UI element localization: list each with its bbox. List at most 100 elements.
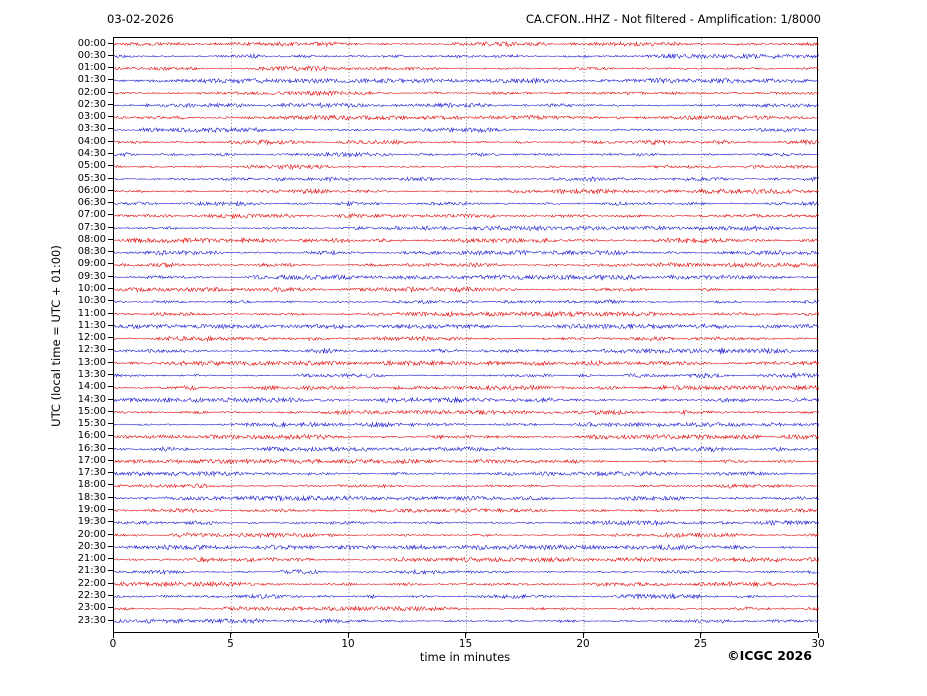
row-label-05:30: 05:30 xyxy=(77,172,106,184)
row-label-09:30: 09:30 xyxy=(77,270,106,282)
row-label-15:30: 15:30 xyxy=(77,418,106,430)
date-title: 03-02-2026 xyxy=(107,12,174,26)
row-label-09:00: 09:00 xyxy=(77,258,106,270)
y-tick-mark xyxy=(108,435,113,437)
y-tick-mark xyxy=(108,128,113,130)
y-tick-mark xyxy=(108,386,113,388)
y-tick-mark xyxy=(108,373,113,375)
row-label-14:30: 14:30 xyxy=(77,393,106,405)
row-label-01:30: 01:30 xyxy=(77,74,106,86)
y-tick-mark xyxy=(108,496,113,498)
x-tick-label-5: 5 xyxy=(227,638,234,650)
y-tick-mark xyxy=(108,202,113,204)
row-label-16:30: 16:30 xyxy=(77,442,106,454)
row-label-02:30: 02:30 xyxy=(77,98,106,110)
x-tick-mark xyxy=(817,633,819,638)
y-tick-mark xyxy=(108,263,113,265)
y-tick-mark xyxy=(108,545,113,547)
y-tick-mark xyxy=(108,312,113,314)
y-tick-mark xyxy=(108,42,113,44)
row-label-21:00: 21:00 xyxy=(77,553,106,565)
y-tick-mark xyxy=(108,54,113,56)
x-tick-mark xyxy=(347,633,349,638)
y-tick-mark xyxy=(108,472,113,474)
x-axis-label: time in minutes xyxy=(419,650,511,664)
y-tick-mark xyxy=(108,337,113,339)
row-label-00:00: 00:00 xyxy=(77,37,106,49)
row-label-19:30: 19:30 xyxy=(77,516,106,528)
x-tick-mark xyxy=(230,633,231,638)
row-label-23:00: 23:00 xyxy=(77,602,106,614)
y-tick-mark xyxy=(108,79,113,81)
y-tick-mark xyxy=(108,447,113,449)
y-tick-mark xyxy=(108,91,113,93)
y-tick-mark xyxy=(108,361,113,363)
row-label-22:00: 22:00 xyxy=(77,577,106,589)
row-label-03:30: 03:30 xyxy=(77,123,106,135)
y-tick-mark xyxy=(108,275,113,277)
row-label-06:00: 06:00 xyxy=(77,184,106,196)
y-tick-mark xyxy=(108,423,113,425)
row-label-02:00: 02:00 xyxy=(77,86,106,98)
row-label-01:00: 01:00 xyxy=(77,62,106,74)
row-label-14:00: 14:00 xyxy=(77,381,106,393)
y-tick-mark xyxy=(108,67,113,69)
x-tick-mark xyxy=(465,633,466,638)
row-label-12:00: 12:00 xyxy=(77,332,106,344)
row-label-13:00: 13:00 xyxy=(77,356,106,368)
row-label-05:00: 05:00 xyxy=(77,160,106,172)
y-tick-mark xyxy=(108,251,113,253)
y-tick-mark xyxy=(108,226,113,228)
row-label-18:30: 18:30 xyxy=(77,491,106,503)
x-tick-label-25: 25 xyxy=(693,638,708,650)
y-tick-mark xyxy=(108,116,113,118)
y-tick-mark xyxy=(108,189,113,191)
y-tick-mark xyxy=(108,324,113,326)
row-label-21:30: 21:30 xyxy=(77,565,106,577)
y-tick-mark xyxy=(108,607,113,609)
row-label-18:00: 18:00 xyxy=(77,479,106,491)
row-label-08:00: 08:00 xyxy=(77,233,106,245)
y-tick-mark xyxy=(108,214,113,216)
y-tick-mark xyxy=(108,582,113,584)
y-tick-mark xyxy=(108,288,113,290)
plot-title: CA.CFON..HHZ - Not filtered - Amplificat… xyxy=(525,12,821,26)
x-tick-label-0: 0 xyxy=(109,638,117,650)
row-label-10:30: 10:30 xyxy=(77,295,106,307)
row-label-20:00: 20:00 xyxy=(77,528,106,540)
y-tick-mark xyxy=(108,570,113,572)
y-tick-mark xyxy=(108,398,113,400)
y-tick-mark xyxy=(108,152,113,154)
y-tick-mark xyxy=(108,140,113,142)
x-tick-label-30: 30 xyxy=(811,638,825,650)
row-label-15:00: 15:00 xyxy=(77,405,106,417)
row-label-12:30: 12:30 xyxy=(77,344,106,356)
row-label-17:30: 17:30 xyxy=(77,467,106,479)
copyright-text: ©ICGC 2026 xyxy=(727,648,812,663)
row-label-22:30: 22:30 xyxy=(77,589,106,601)
x-tick-mark xyxy=(700,633,701,638)
y-tick-mark xyxy=(108,509,113,511)
x-tick-label-10: 10 xyxy=(341,638,355,650)
row-label-06:30: 06:30 xyxy=(77,197,106,209)
y-tick-mark xyxy=(108,459,113,461)
y-tick-mark xyxy=(108,558,113,560)
y-tick-mark xyxy=(108,484,113,486)
row-label-00:30: 00:30 xyxy=(77,49,106,61)
row-label-11:30: 11:30 xyxy=(77,319,106,331)
row-label-08:30: 08:30 xyxy=(77,246,106,258)
row-label-11:00: 11:00 xyxy=(77,307,106,319)
y-tick-mark xyxy=(108,238,113,240)
row-label-07:00: 07:00 xyxy=(77,209,106,221)
row-label-04:00: 04:00 xyxy=(77,135,106,147)
row-label-20:30: 20:30 xyxy=(77,540,106,552)
row-label-03:00: 03:00 xyxy=(77,111,106,123)
y-tick-mark xyxy=(108,619,113,621)
x-tick-label-20: 20 xyxy=(576,638,590,650)
y-tick-mark xyxy=(108,300,113,302)
row-label-16:00: 16:00 xyxy=(77,430,106,442)
x-tick-mark xyxy=(112,633,114,638)
row-label-07:30: 07:30 xyxy=(77,221,106,233)
row-label-13:30: 13:30 xyxy=(77,368,106,380)
